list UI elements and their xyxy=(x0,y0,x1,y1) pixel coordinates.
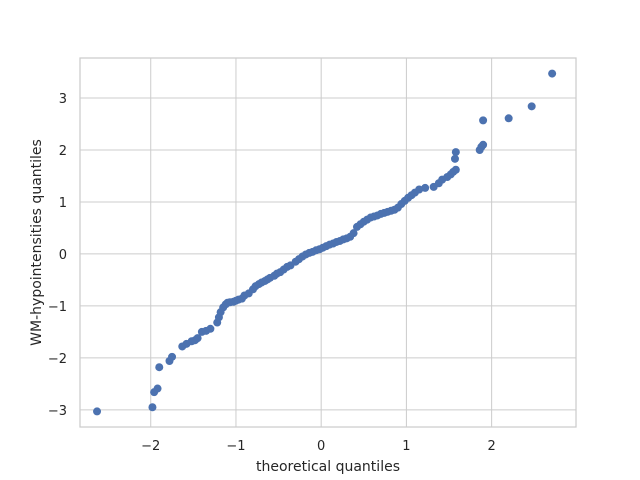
data-point xyxy=(168,352,177,361)
y-tick-label: −1 xyxy=(48,300,67,315)
y-tick-label: −3 xyxy=(48,404,67,419)
data-point xyxy=(206,324,215,333)
x-tick-label: −2 xyxy=(141,439,160,454)
y-tick-label: 2 xyxy=(59,144,67,159)
data-point xyxy=(527,102,536,111)
data-point xyxy=(155,363,164,372)
x-tick-label: 1 xyxy=(402,439,410,454)
grid xyxy=(80,58,576,427)
data-point xyxy=(93,407,102,416)
data-point xyxy=(504,114,513,123)
data-point xyxy=(451,148,460,157)
data-point xyxy=(450,154,459,163)
x-axis-label: theoretical quantiles xyxy=(256,459,400,475)
data-point xyxy=(451,165,460,174)
x-tick-label: −1 xyxy=(226,439,245,454)
data-point xyxy=(153,384,162,393)
x-tick-labels: −2 −1 0 1 2 xyxy=(141,439,496,454)
x-tick-label: 0 xyxy=(317,439,325,454)
y-axis-label: WM-hypointensities quantiles xyxy=(29,139,45,346)
data-point xyxy=(421,183,430,192)
data-point xyxy=(349,229,358,238)
data-point xyxy=(193,334,202,343)
axes-frame xyxy=(79,57,577,428)
y-tick-label: 0 xyxy=(59,248,67,263)
data-point xyxy=(148,403,157,412)
data-point xyxy=(479,116,488,125)
spines xyxy=(79,57,577,428)
x-tick-label: 2 xyxy=(487,439,495,454)
scatter-points xyxy=(93,69,557,416)
data-point xyxy=(479,140,488,149)
y-tick-label: −2 xyxy=(48,352,67,367)
y-tick-labels: −3 −2 −1 0 1 2 3 xyxy=(48,92,67,419)
y-tick-label: 1 xyxy=(59,196,67,211)
data-point xyxy=(548,69,557,78)
y-tick-label: 3 xyxy=(59,92,67,107)
